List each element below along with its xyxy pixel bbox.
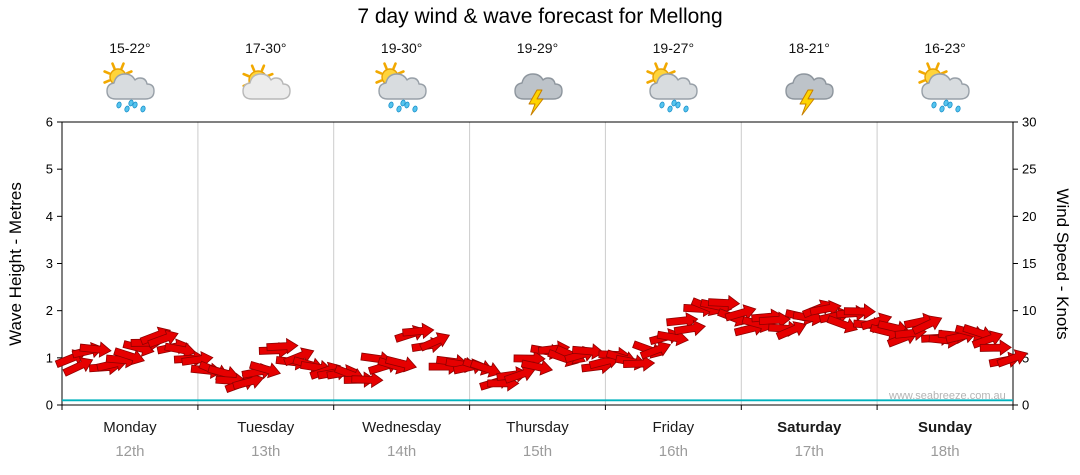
partly-cloudy-icon xyxy=(238,62,294,118)
wind-arrow xyxy=(513,350,546,367)
cloud-icon xyxy=(785,73,834,100)
thunderstorm-icon xyxy=(781,62,837,118)
right-tick-label: 25 xyxy=(1022,162,1036,177)
day-temperature: 19-30° xyxy=(380,40,423,56)
day-name-label: Thursday xyxy=(506,419,569,436)
day-name-label: Monday xyxy=(103,419,157,436)
day-date-label: 15th xyxy=(522,443,553,460)
chart-title: 7 day wind & wave forecast for Mellong xyxy=(357,5,723,28)
raindrops-icon xyxy=(116,99,146,113)
wind-arrow xyxy=(520,359,554,376)
lightning-icon xyxy=(528,89,543,116)
wind-arrow xyxy=(266,337,299,355)
day-temperature: 15-22° xyxy=(109,40,151,56)
sun-showers-icon xyxy=(374,62,430,118)
right-tick-label: 5 xyxy=(1022,350,1029,365)
wind-arrow xyxy=(419,332,451,352)
cloud-icon xyxy=(106,73,155,100)
wind-arrow xyxy=(503,365,536,384)
wind-arrow xyxy=(351,371,384,389)
wind-arrow xyxy=(639,341,672,360)
left-tick-label: 1 xyxy=(46,350,53,365)
watermark: www.seabreeze.com.au xyxy=(889,390,1006,402)
right-tick-label: 20 xyxy=(1022,209,1036,224)
sun-showers-icon xyxy=(645,62,701,118)
day-name-label: Saturday xyxy=(777,419,842,436)
raindrops-icon xyxy=(388,99,418,113)
right-tick-label: 30 xyxy=(1022,115,1036,130)
left-tick-label: 6 xyxy=(46,115,53,130)
wind-arrow xyxy=(384,355,418,373)
day-name-label: Wednesday xyxy=(362,419,442,436)
right-tick-label: 15 xyxy=(1022,256,1036,271)
wind-arrow xyxy=(843,303,877,320)
day-date-label: 18th xyxy=(930,443,960,460)
wind-arrow xyxy=(911,315,943,335)
left-tick-label: 2 xyxy=(46,303,53,318)
wind-arrow xyxy=(673,319,707,337)
wind-arrow xyxy=(979,339,1012,356)
cloud-icon xyxy=(649,73,699,100)
wind-arrow xyxy=(113,347,145,366)
right-tick-label: 0 xyxy=(1022,398,1029,413)
day-name-label: Sunday xyxy=(917,419,973,436)
sun-showers-icon xyxy=(917,62,973,118)
day-date-label: 12th xyxy=(115,443,145,460)
wind-arrow xyxy=(826,315,859,334)
wind-arrow xyxy=(469,359,502,378)
wind-arrow xyxy=(758,311,792,329)
day-name-label: Tuesday xyxy=(237,419,295,436)
left-tick-label: 0 xyxy=(46,398,53,413)
left-tick-label: 5 xyxy=(46,162,53,177)
wind-arrow xyxy=(724,304,757,322)
right-axis-label: Wind Speed - Knots xyxy=(1053,188,1072,340)
wind-arrow xyxy=(249,361,281,379)
left-tick-label: 4 xyxy=(46,209,53,224)
cloud-icon xyxy=(377,73,427,100)
wind-arrow xyxy=(775,321,807,341)
day-date-label: 16th xyxy=(658,443,688,460)
lightning-icon xyxy=(799,89,815,116)
wind-arrow xyxy=(707,294,741,312)
day-date-label: 17th xyxy=(794,443,824,460)
raindrops-icon xyxy=(659,99,689,113)
wind-arrow xyxy=(666,312,699,329)
day-name-label: Friday xyxy=(652,419,695,436)
cloud-icon xyxy=(242,73,291,100)
wind-arrow xyxy=(147,329,179,348)
wind-arrow xyxy=(79,341,112,358)
day-date-label: 13th xyxy=(251,443,281,460)
raindrops-icon xyxy=(931,99,961,113)
wind-arrow xyxy=(622,355,656,372)
day-temperature: 16-23° xyxy=(924,40,966,56)
cloud-icon xyxy=(513,73,563,100)
right-tick-label: 10 xyxy=(1022,303,1036,318)
day-temperature: 18-21° xyxy=(788,40,830,56)
thunderstorm-icon xyxy=(510,62,566,118)
wind-arrow xyxy=(571,343,605,360)
wind-arrow xyxy=(996,349,1028,368)
sun-showers-icon xyxy=(102,62,158,118)
day-temperature: 19-27° xyxy=(652,40,695,56)
day-temperature: 19-29° xyxy=(516,40,559,56)
day-date-label: 14th xyxy=(387,443,417,460)
wind-arrow xyxy=(402,322,435,340)
left-tick-label: 3 xyxy=(46,256,53,271)
cloud-icon xyxy=(921,73,970,100)
day-temperature: 17-30° xyxy=(245,40,287,56)
left-axis-label: Wave Height - Metres xyxy=(6,182,25,346)
